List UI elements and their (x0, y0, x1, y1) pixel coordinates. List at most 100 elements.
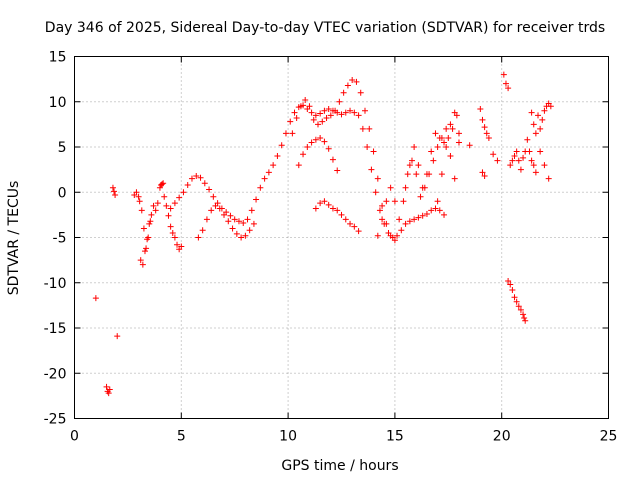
data-point (359, 125, 366, 132)
data-point (208, 207, 215, 214)
x-tick-label: 25 (600, 429, 618, 445)
grid-lines (74, 56, 609, 419)
data-point (408, 157, 415, 164)
data-point (152, 207, 159, 214)
data-point (147, 218, 154, 225)
data-point (443, 125, 450, 132)
data-point (387, 232, 394, 239)
data-point (517, 306, 524, 313)
data-point (329, 205, 336, 212)
data-point (505, 85, 512, 92)
data-point (163, 202, 170, 209)
data-point (419, 184, 426, 191)
data-point (532, 130, 539, 137)
data-point (355, 228, 362, 235)
data-point (171, 200, 178, 207)
y-axis-label: SDTVAR / TECUs (6, 181, 22, 296)
data-point (257, 184, 264, 191)
series-upper-branch (289, 77, 398, 244)
data-point (317, 134, 324, 141)
data-point (270, 162, 277, 169)
data-point (325, 145, 332, 152)
data-point (366, 125, 373, 132)
data-point (406, 162, 413, 169)
data-point (242, 232, 249, 239)
data-point (319, 118, 326, 125)
data-point (400, 198, 407, 205)
data-point (229, 225, 236, 232)
x-tick-label: 20 (493, 429, 511, 445)
data-point (406, 218, 413, 225)
data-point (415, 162, 422, 169)
data-point (541, 162, 548, 169)
data-point (321, 138, 328, 145)
data-point (515, 157, 522, 164)
data-point (436, 207, 443, 214)
data-point (520, 311, 527, 318)
data-point (227, 212, 234, 219)
data-point (372, 189, 379, 196)
data-point (233, 230, 240, 237)
data-point (265, 169, 272, 176)
data-point (321, 107, 328, 114)
data-point (114, 333, 121, 340)
data-point (511, 153, 518, 160)
data-point (502, 80, 509, 87)
data-point (368, 166, 375, 173)
series-mid-branch-d (374, 125, 450, 239)
data-point (150, 202, 157, 209)
data-point (537, 148, 544, 155)
data-point (154, 200, 161, 207)
data-point (513, 298, 520, 305)
data-point (310, 116, 317, 123)
data-point (278, 142, 285, 149)
x-tick-label: 0 (70, 429, 79, 445)
data-point (174, 241, 181, 248)
data-point (133, 189, 140, 196)
data-point (340, 89, 347, 96)
data-point (545, 175, 552, 182)
data-point (515, 303, 522, 310)
data-point (509, 157, 516, 164)
data-point (138, 207, 145, 214)
data-point (539, 116, 546, 123)
data-point (532, 169, 539, 176)
data-point (235, 218, 242, 225)
series-late-cluster-h (500, 71, 539, 176)
data-point (167, 223, 174, 230)
data-point (351, 223, 358, 230)
data-point (165, 212, 172, 219)
data-point (379, 216, 386, 223)
data-point (212, 202, 219, 209)
data-point (423, 210, 430, 217)
data-point (485, 134, 492, 141)
series-isolated-early (92, 295, 121, 397)
data-point (535, 112, 542, 119)
data-point (481, 124, 488, 131)
data-point (304, 144, 311, 150)
y-tick-label: -15 (44, 321, 67, 337)
data-point (231, 216, 238, 223)
data-point (334, 167, 341, 174)
data-point (530, 121, 537, 128)
data-point (387, 184, 394, 191)
data-point (184, 182, 191, 189)
y-tick-label: -10 (44, 276, 67, 292)
data-point (92, 295, 99, 302)
data-point (483, 130, 490, 137)
data-point (528, 157, 535, 164)
data-point (203, 216, 210, 223)
data-point (481, 172, 488, 179)
data-point (451, 109, 458, 116)
data-point (297, 103, 304, 110)
data-point (302, 96, 309, 103)
data-point (109, 184, 116, 191)
data-point (434, 198, 441, 205)
data-point (413, 171, 420, 178)
data-marks (92, 71, 554, 397)
data-point (349, 77, 356, 84)
data-point (432, 130, 439, 137)
data-point (160, 180, 167, 187)
data-point (225, 218, 232, 225)
data-point (391, 198, 398, 205)
